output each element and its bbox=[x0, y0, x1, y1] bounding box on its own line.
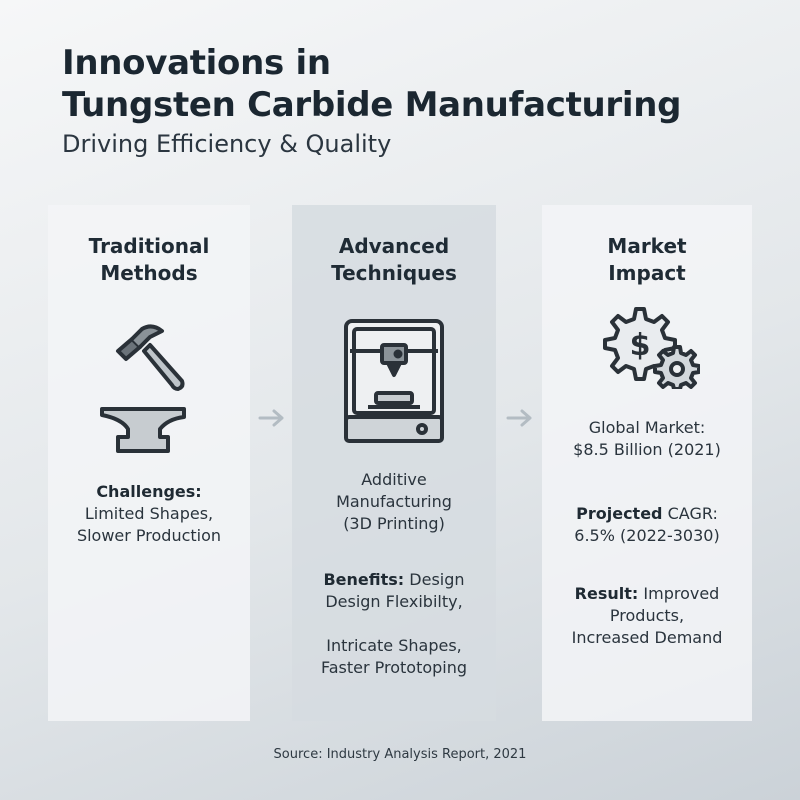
panel-title: Traditional Methods bbox=[48, 233, 250, 287]
panel-traditional-methods: Traditional Methods Challenges: Limited … bbox=[48, 205, 250, 721]
market-line-2: $8.5 Billion (2021) bbox=[573, 440, 721, 459]
arrow-right-icon bbox=[506, 409, 532, 427]
result-line-2: Products, bbox=[609, 606, 685, 625]
3d-printer-icon bbox=[344, 319, 444, 443]
panel-title: Market Impact bbox=[542, 233, 752, 287]
result-label: Result: bbox=[574, 584, 639, 603]
benefits-more-text: Intricate Shapes, Faster Prototoping bbox=[292, 635, 496, 679]
panel-title-line-2: Impact bbox=[608, 261, 686, 285]
benefits-line-2: Design Flexibilty, bbox=[325, 592, 463, 611]
panel-title-line-2: Methods bbox=[100, 261, 198, 285]
challenges-line-1: Limited Shapes, bbox=[84, 504, 214, 523]
benefits-line-3: Intricate Shapes, bbox=[326, 636, 462, 655]
dollar-gear-icon: $ bbox=[603, 307, 700, 389]
anvil-icon bbox=[100, 407, 186, 453]
benefits-label: Benefits: bbox=[323, 570, 405, 589]
technique-line-1: Additive bbox=[361, 470, 427, 489]
benefits-line-1: Benefits: Design bbox=[292, 569, 496, 591]
market-size-text: Global Market: $8.5 Billion (2021) bbox=[542, 417, 752, 461]
cagr-rest: CAGR: bbox=[662, 504, 718, 523]
page-subtitle: Driving Efficiency & Quality bbox=[62, 130, 392, 158]
benefits-first: Design bbox=[404, 570, 465, 589]
result-line-1: Result: Improved bbox=[542, 583, 752, 605]
hammer-icon bbox=[116, 324, 185, 391]
panel-title-line-1: Traditional bbox=[88, 234, 210, 258]
panel-title-line-1: Advanced bbox=[338, 234, 450, 258]
market-line-1: Global Market: bbox=[588, 418, 706, 437]
title-line-2: Tungsten Carbide Manufacturing bbox=[62, 85, 682, 125]
benefits-line-4: Faster Prototoping bbox=[320, 658, 468, 677]
cagr-line-1: Projected CAGR: bbox=[542, 503, 752, 525]
challenges-label: Challenges: bbox=[96, 482, 202, 501]
challenges-text: Challenges: Limited Shapes, Slower Produ… bbox=[48, 481, 250, 547]
panel-title-line-2: Techniques bbox=[331, 261, 457, 285]
result-text: Result: Improved Products, Increased Dem… bbox=[542, 583, 752, 649]
svg-text:$: $ bbox=[630, 328, 651, 363]
header: Innovations in Tungsten Carbide Manufact… bbox=[62, 42, 762, 160]
panel-title-line-1: Market bbox=[607, 234, 687, 258]
source-caption: Source: Industry Analysis Report, 2021 bbox=[273, 747, 527, 762]
page-title: Innovations in Tungsten Carbide Manufact… bbox=[62, 42, 762, 126]
cagr-text: Projected CAGR: 6.5% (2022-3030) bbox=[542, 503, 752, 547]
challenges-line-2: Slower Production bbox=[76, 526, 222, 545]
panel-market-impact: Market Impact $ Global Market: $8.5 Bill… bbox=[542, 205, 752, 721]
result-line-3: Increased Demand bbox=[571, 628, 723, 647]
technique-line-3: (3D Printing) bbox=[343, 514, 445, 533]
benefits-text: Benefits: Design Design Flexibilty, bbox=[292, 569, 496, 613]
technique-line-2: Manufacturing bbox=[336, 492, 452, 511]
panel-title: Advanced Techniques bbox=[292, 233, 496, 287]
arrow-right-icon bbox=[258, 409, 284, 427]
panel-advanced-techniques: Advanced Techniques Additive Manufacturi… bbox=[292, 205, 496, 721]
result-rest: Improved bbox=[638, 584, 720, 603]
technique-text: Additive Manufacturing (3D Printing) bbox=[292, 469, 496, 535]
cagr-label: Projected bbox=[576, 504, 663, 523]
cagr-line-2: 6.5% (2022-3030) bbox=[574, 526, 720, 545]
title-line-1: Innovations in bbox=[62, 43, 331, 83]
